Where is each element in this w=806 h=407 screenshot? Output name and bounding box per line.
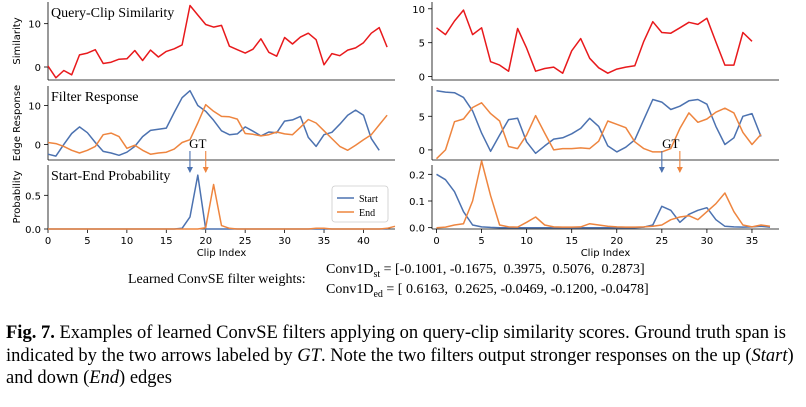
conv1d-st-name: Conv1D (326, 262, 374, 277)
panel-6-ytick-label: 0.2 (409, 170, 425, 181)
panel-5-ytick-label: 5 (419, 112, 425, 123)
panel-5-series-start-line (436, 89, 762, 155)
panel-2-ytick-label: 0 (35, 140, 41, 151)
panel-3-ytick-label: 0.0 (25, 225, 41, 236)
panel-6-series-end-line (436, 160, 771, 229)
panel-6-ytick-label: 0.1 (409, 197, 425, 208)
panel-3-ytick-label: 0.5 (25, 191, 41, 202)
panel-3-xtick-label: 15 (160, 236, 173, 247)
caption-end: End (89, 368, 120, 388)
panel-3-gt-start-arrowhead (186, 167, 193, 173)
conv1d-st-values: = [-0.1001, -0.1675, 0.3975, 0.5076, 0.2… (380, 262, 645, 277)
panel-2-y-label: Edge Response (12, 85, 23, 161)
panel-6-xtick-label: 0 (433, 236, 439, 247)
caption-start: Start (751, 345, 788, 366)
caption-gt: GT (297, 345, 321, 366)
panel-4-ytick-label: 5 (419, 39, 425, 50)
panel-6-xtick-label: 25 (655, 236, 668, 247)
figure-panels: 0 10 Similarity Query-Clip Similarity 0 10 Edg… (12, 2, 779, 259)
panel-3-xtick-label: 20 (199, 236, 212, 247)
panel-1-ytick-label: 10 (28, 20, 41, 31)
conv1d-st-equation: Conv1Dst = [-0.1001, -0.1675, 0.3975, 0.… (326, 262, 645, 280)
caption-text-2: . Note the two filters output stronger r… (320, 345, 752, 366)
panel-6-gt-label: GT (662, 136, 679, 151)
figure-caption: Fig. 7. Examples of learned ConvSE filte… (6, 322, 802, 390)
conv1d-st-subscript: st (373, 268, 381, 280)
panel-6-gt-start-arrowhead (658, 167, 665, 173)
panel-3-xtick-label: 10 (120, 236, 133, 247)
panel-2-series-end-line (47, 103, 388, 155)
panel-6-xtick-label: 30 (701, 236, 714, 247)
panel-1-series-similarity-line (47, 4, 388, 79)
panel-6-xtick-label: 35 (746, 236, 759, 247)
panel-3-x-label: Clip Index (197, 248, 247, 259)
panel-1-ytick-label: 0 (35, 63, 41, 74)
panel-3-xtick-label: 35 (318, 236, 331, 247)
caption-text-3: ) and down ( (6, 345, 794, 389)
panel-3-legend-box (331, 185, 389, 223)
panel-3-gt-label: GT (189, 136, 206, 151)
caption-text-4: ) edges (119, 368, 172, 388)
panel-3-y-label: Probability (12, 170, 23, 223)
panel-3-xtick-label: 0 (45, 236, 51, 247)
panel-6-xtick-label: 20 (610, 236, 623, 247)
panel-3-gt-end-arrowhead (202, 167, 209, 173)
panel-4-series-similarity-line (436, 9, 753, 74)
panel-3-title: Start-End Probability (51, 169, 170, 184)
panel-3-xtick-label: 40 (357, 236, 370, 247)
panel-3-legend-label-end: End (359, 208, 375, 219)
panel-2-title: Filter Response (51, 90, 139, 105)
panel-3-xtick-label: 30 (278, 236, 291, 247)
panel-2-ytick-label: 10 (28, 101, 41, 112)
panel-3-series-end-line (48, 183, 396, 230)
panel-4-ytick-label: 0 (419, 73, 425, 84)
panel-5-series-end-line (435, 102, 762, 160)
panel-3-xtick-label: 25 (239, 236, 252, 247)
conv1d-ed-subscript: ed (373, 288, 383, 300)
caption-label: Fig. 7. (6, 323, 55, 343)
panel-6-xtick-label: 5 (478, 236, 484, 247)
panel-6-xtick-label: 10 (520, 236, 533, 247)
panel-6-ytick-label: 0.0 (409, 224, 425, 235)
panel-1-title: Query-Clip Similarity (51, 6, 174, 21)
conv1d-ed-name: Conv1D (326, 282, 374, 297)
panel-5-ytick-label: 0 (419, 146, 425, 157)
panel-6-series-start-line (436, 173, 771, 229)
panel-6-x-label: Clip Index (581, 248, 631, 259)
panel-1-y-label: Similarity (12, 17, 23, 64)
caption-text-1: Examples of learned ConvSE filters apply… (6, 323, 786, 366)
weights-label: Learned ConvSE filter weights: (128, 272, 306, 287)
learned-weights: Learned ConvSE filter weights: Conv1Dst … (128, 262, 688, 304)
panel-2-series-start-line (47, 89, 380, 157)
panel-4-ytick-label: 10 (412, 5, 425, 16)
panel-6-gt-end-arrowhead (676, 167, 683, 173)
conv1d-ed-values: = [ 0.6163, 0.2625, -0.0469, -0.1200, -0… (382, 282, 649, 297)
panel-3-xtick-label: 5 (84, 236, 90, 247)
panel-3-legend-label-start: Start (359, 194, 378, 205)
conv1d-ed-equation: Conv1Ded = [ 0.6163, 0.2625, -0.0469, -0… (326, 282, 649, 300)
panel-6-xtick-label: 15 (565, 236, 578, 247)
